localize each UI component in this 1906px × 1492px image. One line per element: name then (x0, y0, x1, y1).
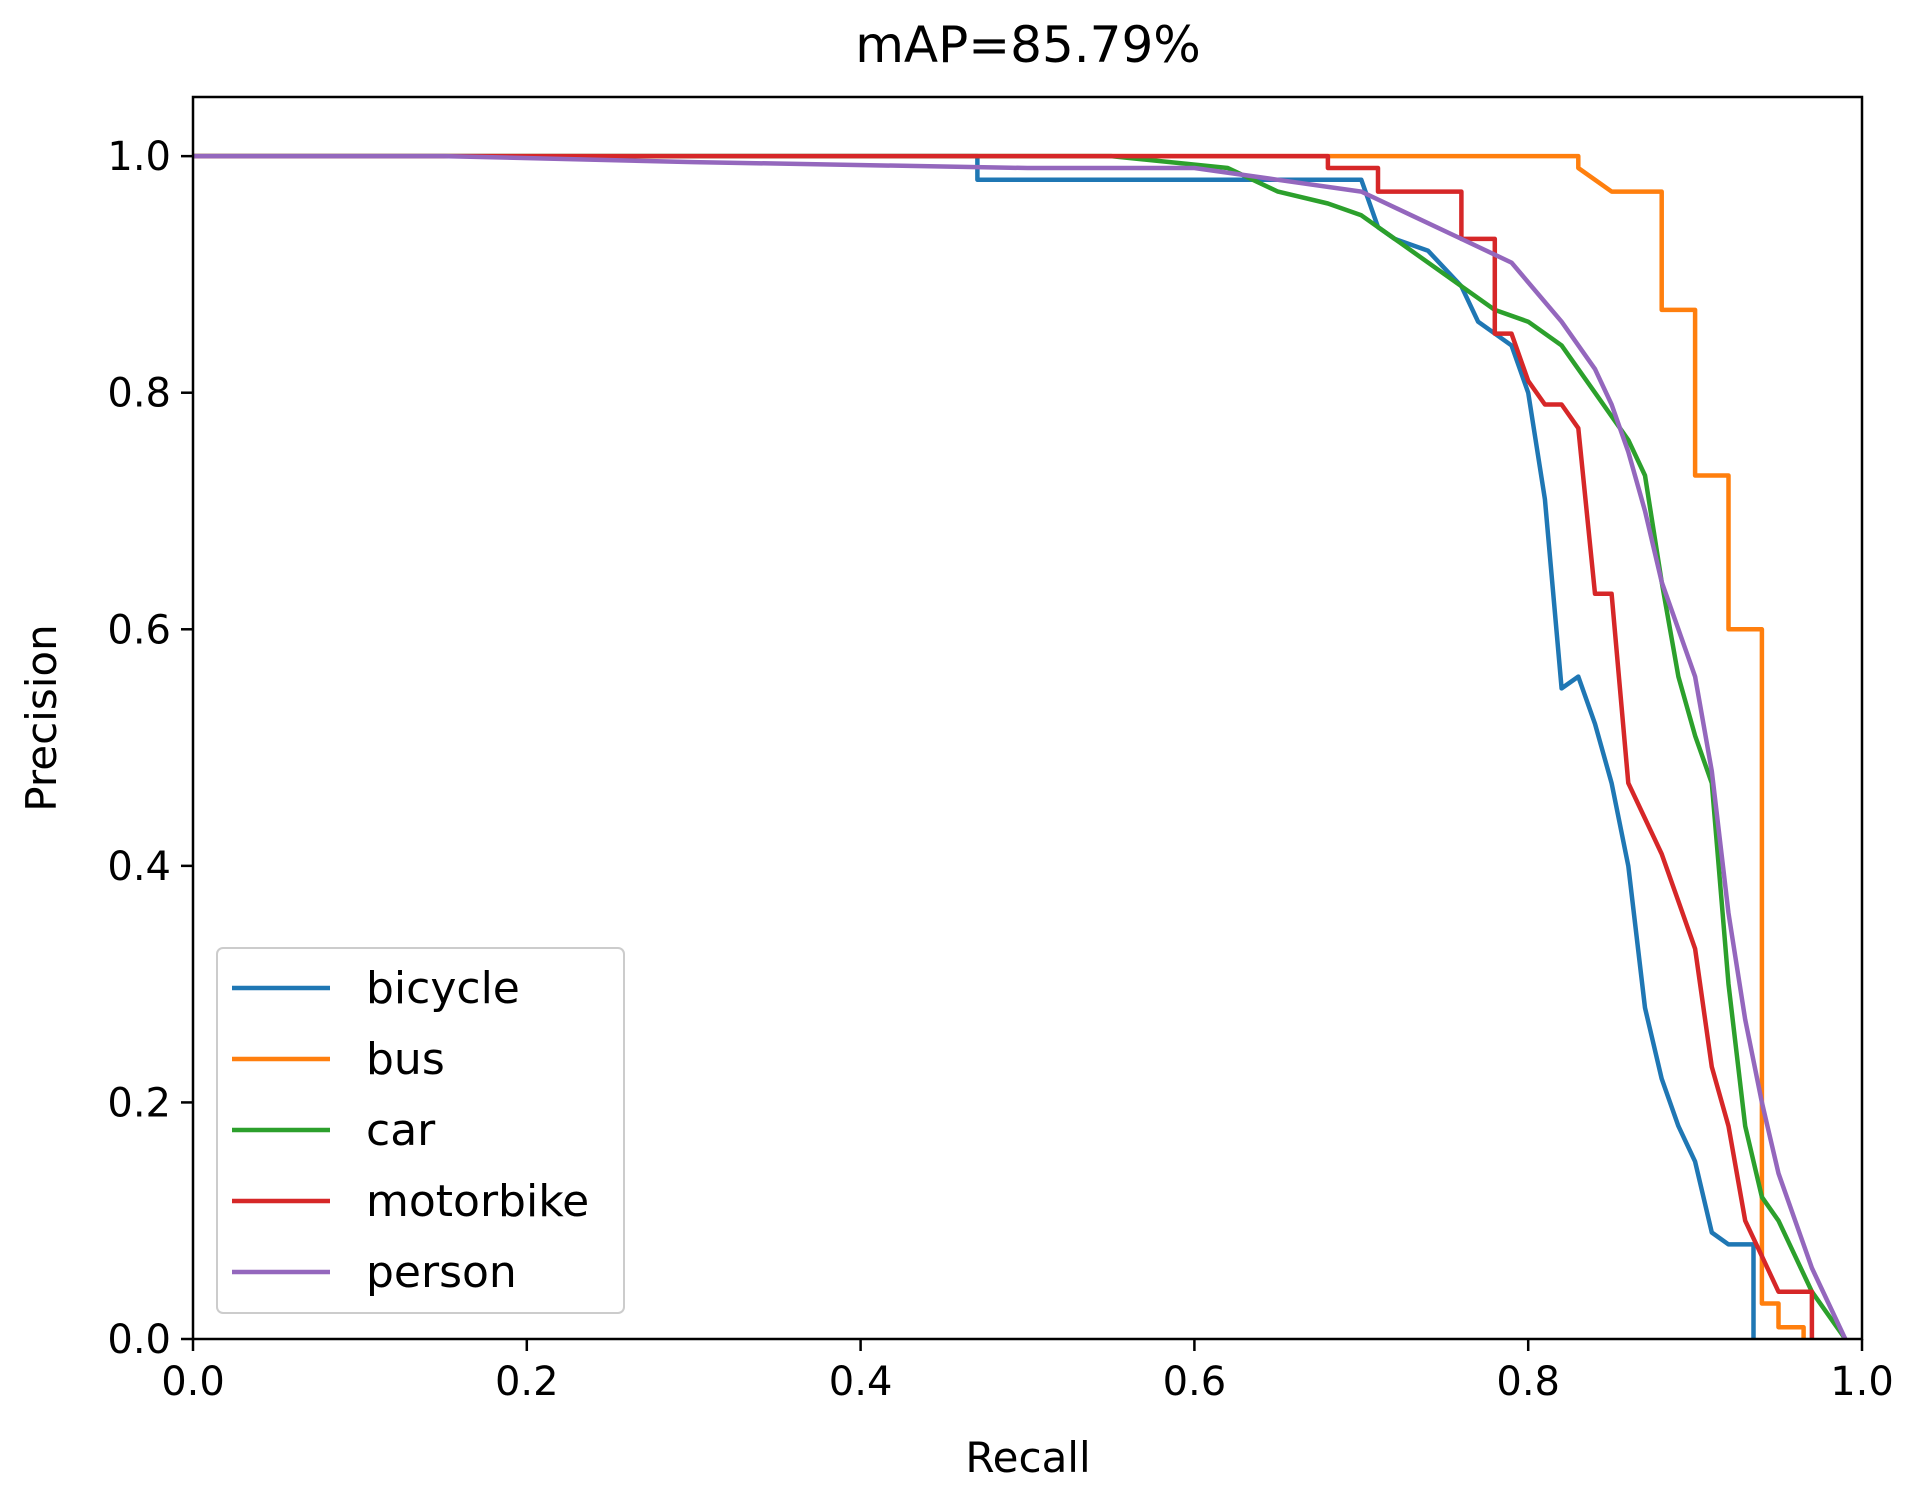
x-tick-label: 1.0 (1830, 1359, 1894, 1405)
legend-label-bus: bus (366, 1034, 445, 1085)
y-tick-label: 0.8 (107, 371, 171, 417)
y-tick-label: 1.0 (107, 134, 171, 180)
plot-frame (191, 95, 1864, 1341)
legend: bicycle bus car motorbike person (216, 947, 625, 1314)
series-line-person (193, 153, 1848, 1339)
x-tick-label: 0.6 (1163, 1359, 1227, 1405)
x-axis-label: Recall (965, 1433, 1090, 1482)
x-tick-label: 0.0 (161, 1359, 225, 1405)
legend-frame (216, 947, 625, 1314)
legend-label-bicycle: bicycle (366, 963, 520, 1014)
x-tick-label: 0.8 (1496, 1359, 1560, 1405)
series-line-bus (193, 153, 1806, 1339)
y-tick-label: 0.4 (107, 844, 171, 890)
x-tick-label: 0.2 (495, 1359, 559, 1405)
series-line-car (193, 153, 1848, 1339)
y-axis-label: Precision (17, 624, 66, 811)
legend-label-person: person (366, 1247, 517, 1298)
series-line-motorbike (193, 153, 1815, 1339)
chart-title: mAP=85.79% (855, 16, 1201, 74)
y-tick-label: 0.6 (107, 607, 171, 653)
x-tick-label: 0.4 (829, 1359, 893, 1405)
y-tick-label: 0.0 (107, 1317, 171, 1363)
legend-label-car: car (366, 1105, 436, 1156)
y-tick-label: 0.2 (107, 1080, 171, 1126)
legend-label-motorbike: motorbike (366, 1176, 589, 1227)
